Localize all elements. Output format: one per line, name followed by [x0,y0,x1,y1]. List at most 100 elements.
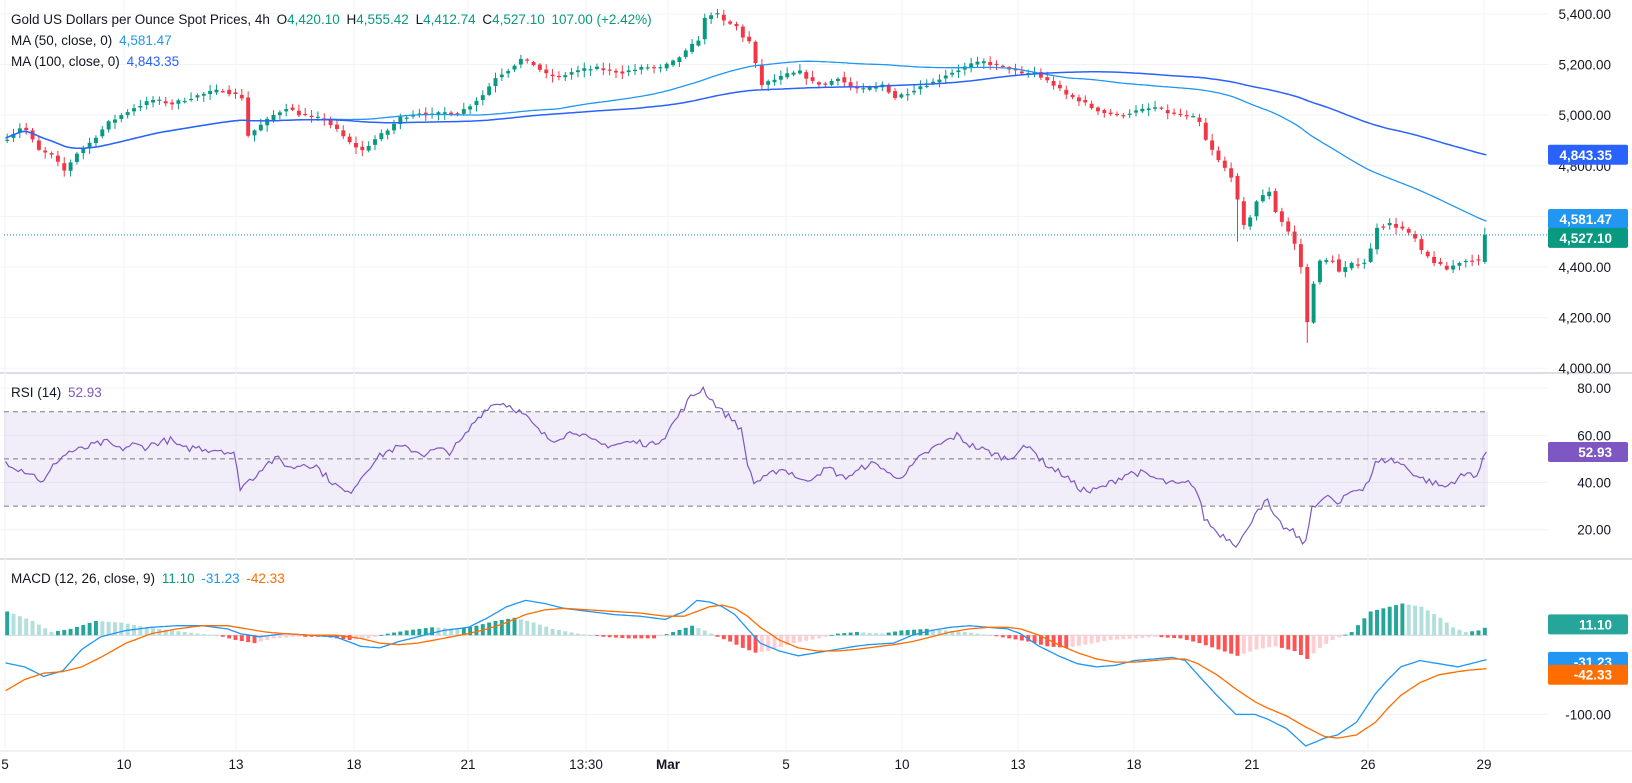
candle-down[interactable] [728,19,733,25]
candle-up[interactable] [1368,243,1373,263]
candle-down[interactable] [1172,108,1177,116]
candle-down[interactable] [893,88,898,101]
candle-up[interactable] [1127,109,1132,119]
candle-up[interactable] [975,56,980,68]
candle-up[interactable] [1343,261,1348,278]
candle-up[interactable] [17,123,22,139]
candle-down[interactable] [1178,108,1183,118]
candle-down[interactable] [1165,104,1170,120]
candle-down[interactable] [1235,173,1240,242]
candle-up[interactable] [499,68,504,82]
candle-down[interactable] [1406,227,1411,236]
candle-down[interactable] [1292,225,1297,251]
candle-down[interactable] [607,63,612,76]
candle-up[interactable] [671,59,676,67]
candle-up[interactable] [645,64,650,71]
candle-up[interactable] [265,116,270,132]
candle-down[interactable] [759,59,764,90]
candle-up[interactable] [436,111,441,121]
candle-up[interactable] [1362,258,1367,269]
candle-up[interactable] [575,65,580,78]
candle-up[interactable] [176,98,181,110]
candle-down[interactable] [1013,63,1018,77]
candle-up[interactable] [1457,261,1462,271]
candle-down[interactable] [994,60,999,71]
candle-down[interactable] [1057,80,1062,92]
candle-down[interactable] [740,24,745,43]
candle-down[interactable] [537,63,542,73]
candle-down[interactable] [30,127,35,143]
macd-pane[interactable] [5,599,1487,747]
candle-up[interactable] [569,67,574,80]
candle-up[interactable] [195,93,200,101]
candle-down[interactable] [1102,108,1107,118]
candle-up[interactable] [677,56,682,67]
candle-down[interactable] [1273,188,1278,214]
candle-down[interactable] [1019,65,1024,76]
candle-up[interactable] [829,78,834,87]
candle-down[interactable] [449,110,454,117]
candle-down[interactable] [1070,92,1075,100]
candle-down[interactable] [550,68,555,83]
candle-down[interactable] [49,151,54,159]
candle-down[interactable] [1089,100,1094,110]
candle-up[interactable] [1349,261,1354,271]
candle-down[interactable] [290,103,295,112]
candle-up[interactable] [658,64,663,73]
candle-down[interactable] [1076,94,1081,106]
candle-down[interactable] [1298,238,1303,274]
candle-up[interactable] [969,57,974,73]
candle-down[interactable] [341,125,346,140]
candle-down[interactable] [1419,235,1424,255]
candle-up[interactable] [950,69,955,78]
candle-down[interactable] [239,88,244,101]
candle-down[interactable] [1115,111,1119,117]
candle-down[interactable] [220,88,225,94]
candle-down[interactable] [24,122,29,135]
candle-down[interactable] [1197,113,1202,127]
candle-down[interactable] [334,120,339,132]
candle-up[interactable] [442,107,447,120]
candle-up[interactable] [1317,259,1322,285]
candle-up[interactable] [683,48,688,60]
candle-down[interactable] [1203,117,1208,142]
price-pane[interactable] [5,9,1487,343]
candle-down[interactable] [455,111,460,117]
candle-up[interactable] [1451,259,1456,273]
candle-down[interactable] [1159,106,1164,110]
candle-down[interactable] [55,150,60,167]
candle-up[interactable] [385,128,390,140]
candle-down[interactable] [246,91,251,138]
candle-up[interactable] [702,13,707,45]
candle-up[interactable] [797,64,802,75]
candle-up[interactable] [633,63,637,76]
candle-up[interactable] [113,114,117,129]
candle-up[interactable] [125,109,130,119]
candle-up[interactable] [474,97,479,112]
candle-up[interactable] [208,85,213,100]
candle-down[interactable] [1305,263,1310,343]
candle-down[interactable] [1438,257,1443,266]
candle-down[interactable] [1083,95,1088,106]
candle-up[interactable] [68,159,73,177]
candle-up[interactable] [778,70,783,85]
candle-up[interactable] [144,96,149,110]
candle-down[interactable] [1476,254,1481,266]
candle-down[interactable] [1413,230,1418,243]
candle-up[interactable] [480,90,485,106]
candle-down[interactable] [1064,85,1069,100]
candle-down[interactable] [303,107,308,117]
candle-down[interactable] [1286,217,1291,235]
candle-down[interactable] [1210,133,1215,156]
candle-up[interactable] [563,71,568,81]
candle-down[interactable] [1444,261,1449,271]
candle-down[interactable] [525,58,530,64]
candle-up[interactable] [417,108,422,118]
candle-down[interactable] [531,60,536,67]
candle-up[interactable] [861,83,866,93]
candle-up[interactable] [715,9,720,19]
candle-up[interactable] [1375,223,1379,255]
candle-up[interactable] [626,65,631,77]
candle-up[interactable] [461,102,466,116]
